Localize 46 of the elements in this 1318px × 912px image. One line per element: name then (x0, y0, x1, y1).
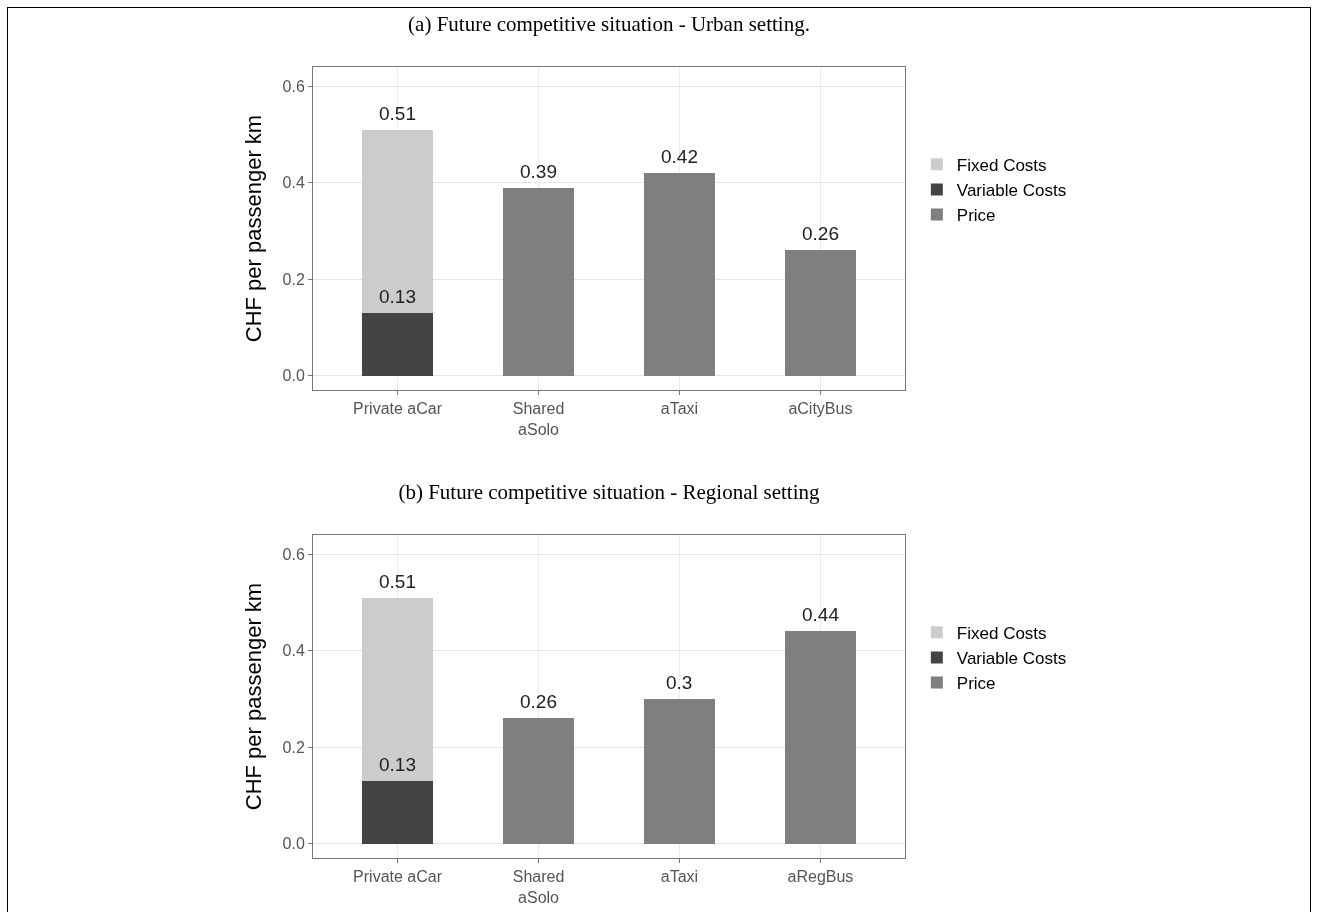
y-axis-title: CHF per passenger km (241, 114, 267, 343)
y-tick-label: 0.2 (282, 270, 305, 288)
bar (644, 173, 715, 376)
chart-title: (b) Future competitive situation - Regional setting (398, 480, 821, 505)
x-tick-label: aRegBus (787, 868, 854, 886)
y-tick-label: 0.6 (282, 77, 305, 95)
data-label: 0.26 (520, 691, 557, 712)
y-axis-title: CHF per passenger km (241, 582, 267, 811)
bar (362, 129, 433, 313)
data-label: 0.26 (802, 223, 839, 244)
bar (644, 698, 715, 844)
bar (362, 780, 433, 844)
legend-label: Price (956, 206, 996, 226)
y-tick-label: 0.0 (282, 367, 305, 385)
total-label: 0.51 (379, 103, 416, 124)
data-label: 0.3 (666, 672, 693, 693)
x-tick-label: Private aCar (353, 868, 443, 886)
total-label: 0.51 (379, 571, 416, 592)
bar (503, 718, 574, 844)
x-tick-label: Shared aSolo (512, 400, 565, 438)
legend-label: Price (956, 674, 996, 694)
chart-title: (a) Future competitive situation - Urban setting. (408, 12, 810, 37)
y-tick-label: 0.6 (282, 545, 305, 563)
legend-label: Variable Costs (956, 649, 1067, 669)
data-label: 0.13 (379, 754, 416, 775)
data-label: 0.13 (379, 286, 416, 307)
legend-label: Fixed Costs (956, 155, 1047, 175)
legend-label: Fixed Costs (956, 623, 1047, 643)
x-tick-label: aCityBus (788, 400, 853, 418)
x-tick-label: aTaxi (660, 400, 699, 418)
y-tick-label: 0.0 (282, 835, 305, 853)
bar (785, 631, 856, 844)
bar (503, 187, 574, 376)
bar (785, 250, 856, 376)
y-tick-label: 0.4 (282, 642, 305, 660)
legend-label: Variable Costs (956, 181, 1067, 201)
x-tick-label: aTaxi (660, 868, 699, 886)
bar (362, 312, 433, 376)
y-tick-label: 0.4 (282, 174, 305, 192)
x-tick-label: Shared aSolo (512, 868, 565, 906)
data-label: 0.39 (520, 161, 557, 182)
data-label: 0.42 (661, 146, 698, 167)
x-tick-label: Private aCar (353, 400, 443, 418)
data-label: 0.44 (802, 604, 840, 625)
bar (362, 597, 433, 781)
y-tick-label: 0.2 (282, 738, 305, 756)
